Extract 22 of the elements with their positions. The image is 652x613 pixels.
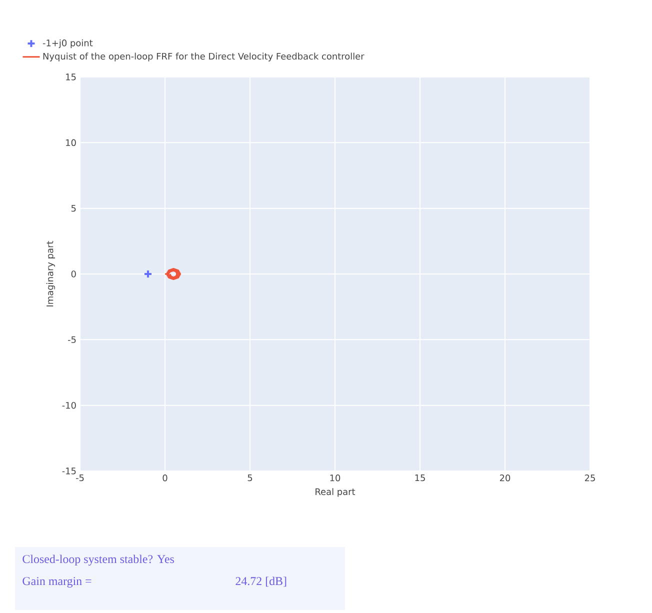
y-tick-label: -10	[62, 402, 76, 409]
x-tick-label: 10	[330, 474, 340, 482]
y-tick-label: -5	[68, 336, 76, 343]
x-tick-label: -5	[76, 474, 84, 482]
legend-label: Nyquist of the open-loop FRF for the Direct Velocity Feedback controller	[43, 52, 364, 62]
y-tick-label: 5	[71, 205, 76, 212]
y-tick-label: 10	[66, 139, 76, 146]
line-series	[164, 268, 182, 280]
y-axis-title: Imaginary part	[46, 240, 55, 306]
y-tick-label: -15	[62, 468, 76, 474]
x-tick-label: 25	[584, 474, 595, 482]
x-tick-label: 5	[248, 474, 252, 482]
y-tick-label: 15	[66, 74, 76, 80]
legend-label: -1+j0 point	[42, 39, 93, 48]
y-tick-label: 0	[71, 270, 76, 278]
x-tick-label: 15	[415, 474, 425, 482]
x-tick-label: 0	[162, 474, 168, 482]
x-tick-label: 20	[500, 474, 510, 482]
text: 24.72 [dB]	[236, 576, 286, 587]
text: Gain margin =	[22, 577, 92, 588]
x-axis-title: Real part	[316, 488, 356, 497]
text: Closed-loop system stable? Yes	[22, 554, 174, 566]
